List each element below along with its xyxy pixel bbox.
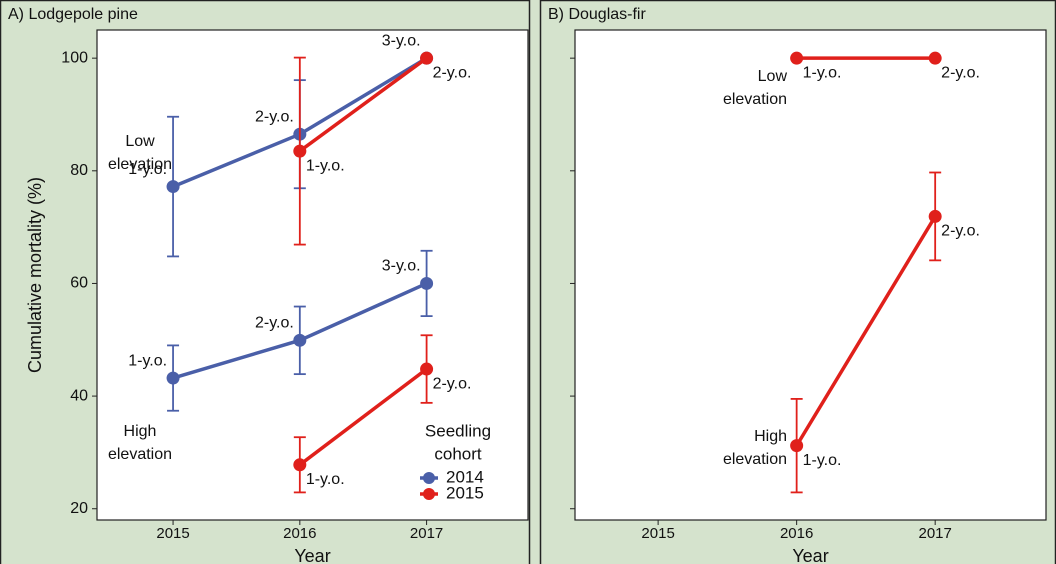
legend-title: Seedling bbox=[425, 421, 491, 440]
series-line bbox=[298, 56, 428, 153]
y-tick-label: 60 bbox=[70, 275, 88, 292]
point-label: 2-y.o. bbox=[255, 108, 294, 125]
annotation: High bbox=[124, 423, 157, 440]
y-tick-label: 80 bbox=[70, 162, 88, 179]
point-label: 2-y.o. bbox=[941, 64, 980, 81]
point-label: 1-y.o. bbox=[803, 452, 842, 469]
y-tick-label: 40 bbox=[70, 387, 88, 404]
plot-area bbox=[96, 29, 529, 521]
annotation: Low bbox=[758, 68, 788, 85]
point bbox=[293, 333, 307, 347]
point bbox=[420, 276, 434, 290]
y-tick-label: 20 bbox=[70, 500, 88, 517]
annotation: elevation bbox=[108, 156, 172, 173]
point bbox=[420, 362, 434, 376]
series-line bbox=[795, 215, 937, 447]
annotation: elevation bbox=[723, 451, 787, 468]
point-label: 2-y.o. bbox=[433, 64, 472, 81]
point-label: 1-y.o. bbox=[128, 352, 167, 369]
legend-label: 2014 bbox=[446, 467, 484, 486]
x-tick-label: 2016 bbox=[780, 525, 813, 542]
y-tick-label: 100 bbox=[61, 49, 88, 66]
point bbox=[166, 180, 180, 194]
point bbox=[166, 371, 180, 385]
x-axis-label: Year bbox=[294, 546, 330, 564]
x-axis-label: Year bbox=[792, 546, 828, 564]
series-line bbox=[298, 367, 428, 467]
annotation: Low bbox=[125, 133, 155, 150]
point bbox=[420, 51, 434, 65]
point-label: 1-y.o. bbox=[803, 64, 842, 81]
point-label: 2-y.o. bbox=[941, 223, 980, 240]
point-label: 1-y.o. bbox=[306, 471, 345, 488]
plot-area bbox=[574, 29, 1047, 521]
point-label: 1-y.o. bbox=[306, 157, 345, 174]
panel-title: A) Lodgepole pine bbox=[8, 6, 138, 23]
point bbox=[928, 209, 942, 223]
point bbox=[790, 51, 804, 65]
panel-title: B) Douglas-fir bbox=[548, 6, 646, 23]
annotation: elevation bbox=[723, 91, 787, 108]
annotation: elevation bbox=[108, 446, 172, 463]
x-tick-label: 2017 bbox=[410, 525, 443, 542]
x-tick-label: 2017 bbox=[918, 525, 951, 542]
point-label: 3-y.o. bbox=[382, 32, 421, 49]
legend-swatch bbox=[423, 472, 435, 484]
point bbox=[293, 458, 307, 472]
x-tick-label: 2015 bbox=[641, 525, 674, 542]
point bbox=[293, 144, 307, 158]
point-label: 2-y.o. bbox=[433, 375, 472, 392]
point-label: 2-y.o. bbox=[255, 315, 294, 332]
point-label: 3-y.o. bbox=[382, 258, 421, 275]
legend-swatch bbox=[423, 488, 435, 500]
legend-label: 2015 bbox=[446, 483, 484, 502]
point bbox=[790, 439, 804, 453]
y-axis-label: Cumulative mortality (%) bbox=[25, 177, 45, 373]
x-tick-label: 2015 bbox=[156, 525, 189, 542]
x-tick-label: 2016 bbox=[283, 525, 316, 542]
point-label: 1-y.o. bbox=[128, 161, 167, 178]
legend-title: cohort bbox=[434, 444, 482, 463]
point bbox=[928, 51, 942, 65]
annotation: High bbox=[754, 428, 787, 445]
